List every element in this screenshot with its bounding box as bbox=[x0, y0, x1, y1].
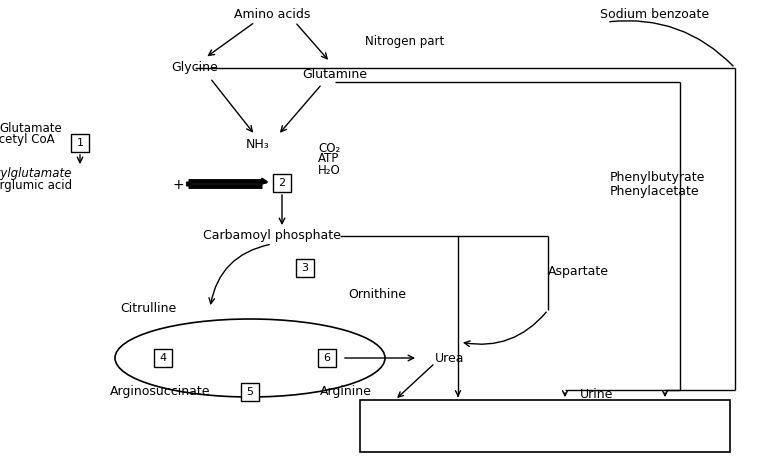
Text: Arginine: Arginine bbox=[320, 386, 372, 398]
Text: H₂O: H₂O bbox=[318, 163, 341, 177]
Text: +: + bbox=[172, 178, 184, 192]
Text: Glutamate: Glutamate bbox=[0, 122, 62, 134]
Text: 4: 4 bbox=[160, 353, 167, 363]
Bar bbox=[318, 349, 336, 367]
Text: Glutamine: Glutamine bbox=[303, 68, 367, 82]
Text: Nitrogen part: Nitrogen part bbox=[365, 35, 444, 49]
Text: 5: 5 bbox=[247, 387, 254, 397]
Text: Phenylacetyl-: Phenylacetyl- bbox=[523, 409, 607, 422]
Text: Phenylbutyrate: Phenylbutyrate bbox=[610, 172, 705, 185]
Text: Carbamoyl phosphate: Carbamoyl phosphate bbox=[203, 230, 341, 242]
Text: Aspartate: Aspartate bbox=[548, 265, 609, 279]
Text: 3: 3 bbox=[302, 263, 309, 273]
Text: 1: 1 bbox=[76, 138, 83, 148]
Text: Acetyl CoA: Acetyl CoA bbox=[0, 134, 55, 146]
Text: Ornithine: Ornithine bbox=[348, 289, 406, 302]
Bar bbox=[273, 174, 291, 192]
Bar bbox=[241, 383, 259, 401]
Text: Urea: Urea bbox=[380, 414, 410, 426]
Text: 2: 2 bbox=[278, 178, 286, 188]
Text: Arginosuccinate: Arginosuccinate bbox=[110, 386, 211, 398]
Text: Sodium benzoate: Sodium benzoate bbox=[600, 9, 709, 22]
Text: Amino acids: Amino acids bbox=[234, 7, 310, 21]
Text: acid: acid bbox=[445, 421, 471, 435]
Text: NH₃: NH₃ bbox=[246, 139, 270, 151]
Text: Orotic: Orotic bbox=[439, 409, 477, 422]
Text: Phenylacetate: Phenylacetate bbox=[610, 185, 700, 198]
Text: Carglumic acid: Carglumic acid bbox=[0, 179, 72, 191]
Bar bbox=[154, 349, 172, 367]
Text: glutamine: glutamine bbox=[533, 421, 597, 435]
Text: 6: 6 bbox=[323, 353, 331, 363]
Bar bbox=[296, 259, 314, 277]
Text: Urine: Urine bbox=[580, 387, 613, 401]
Text: N-Acetylglutamate: N-Acetylglutamate bbox=[0, 168, 72, 180]
Bar bbox=[71, 134, 89, 152]
Text: Citrulline: Citrulline bbox=[120, 302, 176, 314]
Text: CO₂: CO₂ bbox=[318, 141, 340, 155]
Bar bbox=[360, 400, 730, 452]
Text: ATP: ATP bbox=[318, 152, 339, 166]
Text: glycine: glycine bbox=[643, 421, 688, 435]
Text: Glycine: Glycine bbox=[172, 62, 219, 74]
Text: Urea: Urea bbox=[435, 352, 465, 364]
Text: Benzoyl: Benzoyl bbox=[640, 409, 690, 422]
